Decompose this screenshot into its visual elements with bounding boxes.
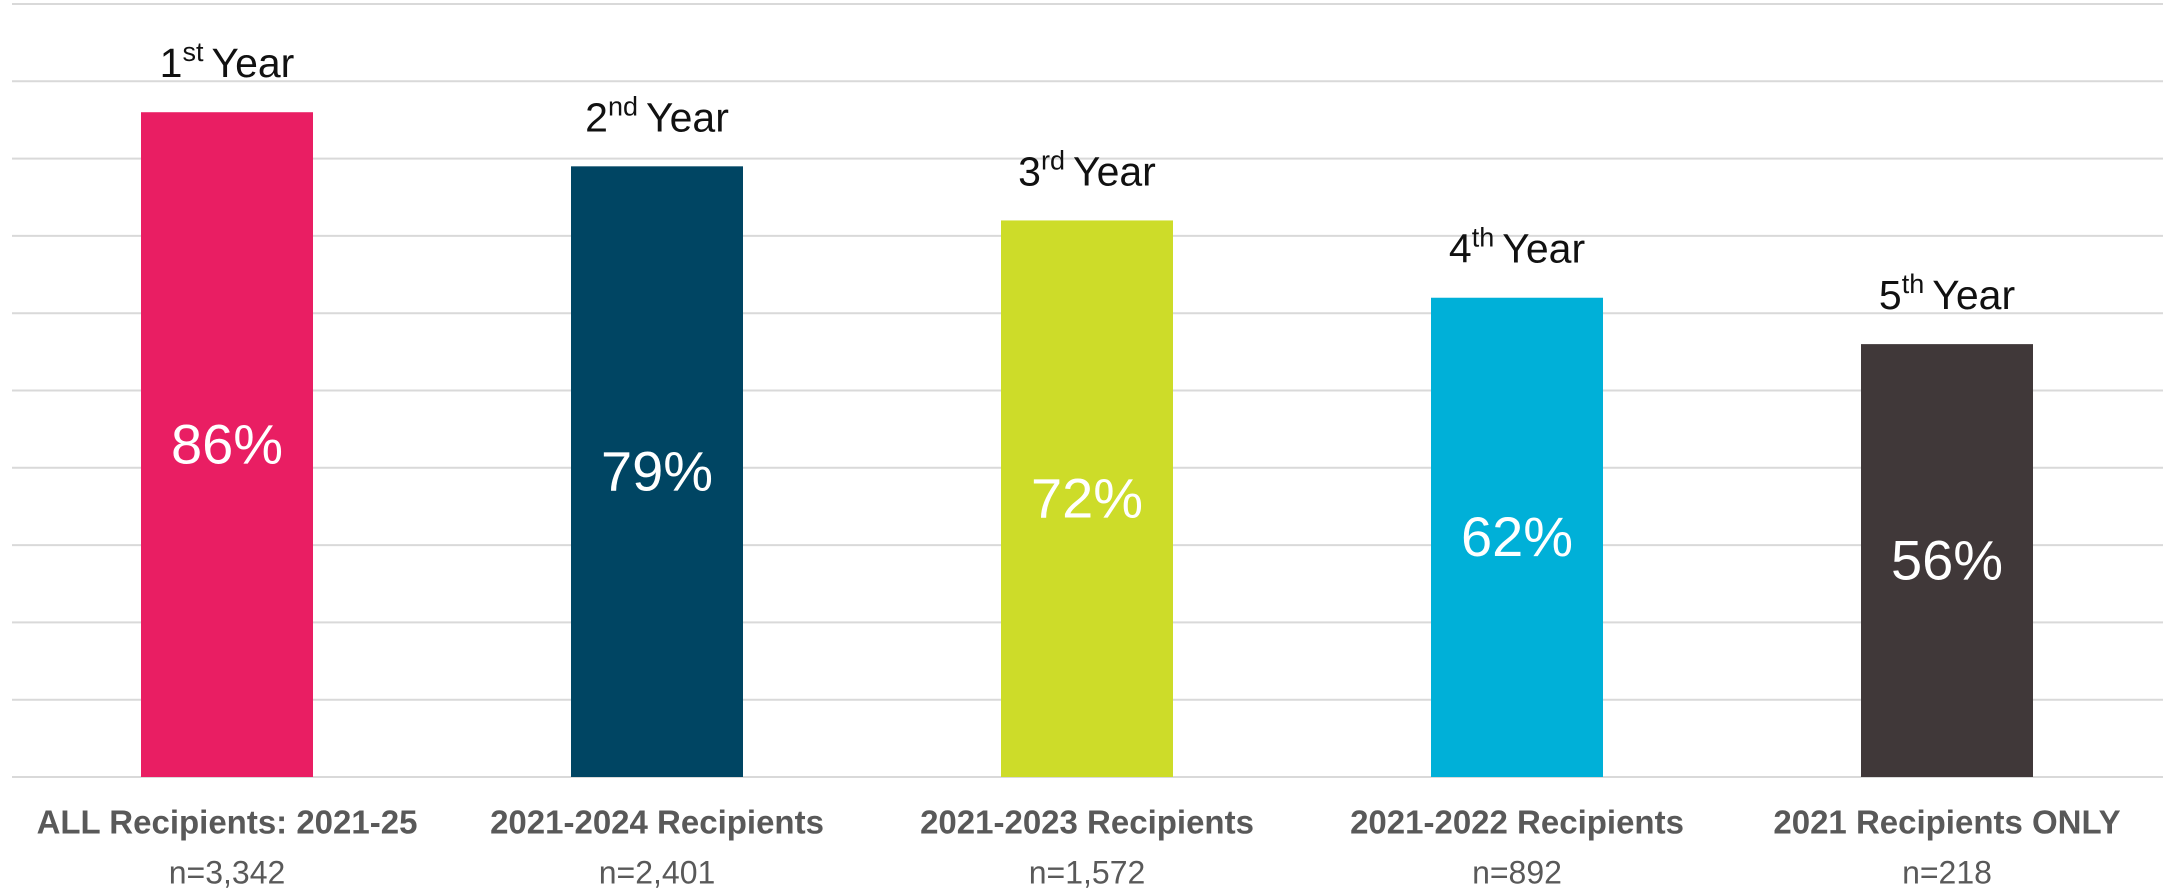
value-label: 56% (1891, 528, 2003, 591)
bar-label: 5th Year (1879, 269, 2015, 318)
x-sublabel: n=218 (1902, 854, 1992, 890)
bar-label-suffix: rd (1041, 146, 1065, 176)
bar-label: 2nd Year (585, 91, 729, 140)
x-tick-label: ALL Recipients: 2021-25 (37, 804, 418, 841)
bar-label-text: Year (1932, 272, 2015, 318)
value-label: 72% (1031, 467, 1143, 530)
bar-label: 1st Year (160, 37, 295, 86)
x-sublabel: n=3,342 (169, 854, 286, 890)
value-label: 86% (171, 412, 283, 475)
bar-label-suffix: th (1472, 223, 1495, 253)
bar-label-suffix: st (182, 37, 204, 67)
bar-label-text: Year (1073, 148, 1156, 194)
value-label: 62% (1461, 505, 1573, 568)
bar-label: 3rd Year (1018, 146, 1156, 195)
bar-label-suffix: nd (608, 91, 638, 121)
bar-label-ordinal: 4 (1449, 226, 1472, 272)
bar (1001, 220, 1173, 777)
value-label: 79% (601, 439, 713, 502)
bar-label-text: Year (211, 40, 294, 86)
bar-label-text: Year (646, 94, 729, 140)
x-sublabel: n=1,572 (1029, 854, 1146, 890)
bar (1861, 344, 2033, 777)
bar (1431, 297, 1603, 777)
x-tick-label: 2021-2024 Recipients (490, 804, 824, 841)
x-sublabel: n=892 (1472, 854, 1562, 890)
bar (141, 112, 313, 778)
bar (571, 166, 743, 777)
bar-label-text: Year (1502, 226, 1585, 272)
x-sublabel: n=2,401 (599, 854, 716, 890)
x-tick-label: 2021-2023 Recipients (920, 804, 1254, 841)
bar-label-ordinal: 2 (585, 94, 608, 140)
bar-label-ordinal: 1 (160, 40, 183, 86)
x-tick-label: 2021-2022 Recipients (1350, 804, 1684, 841)
bar-label-suffix: th (1902, 269, 1925, 299)
x-tick-label: 2021 Recipients ONLY (1773, 804, 2120, 841)
bar-label: 4th Year (1449, 223, 1585, 272)
bar-label-ordinal: 5 (1879, 272, 1902, 318)
bar-label-ordinal: 3 (1018, 148, 1041, 194)
